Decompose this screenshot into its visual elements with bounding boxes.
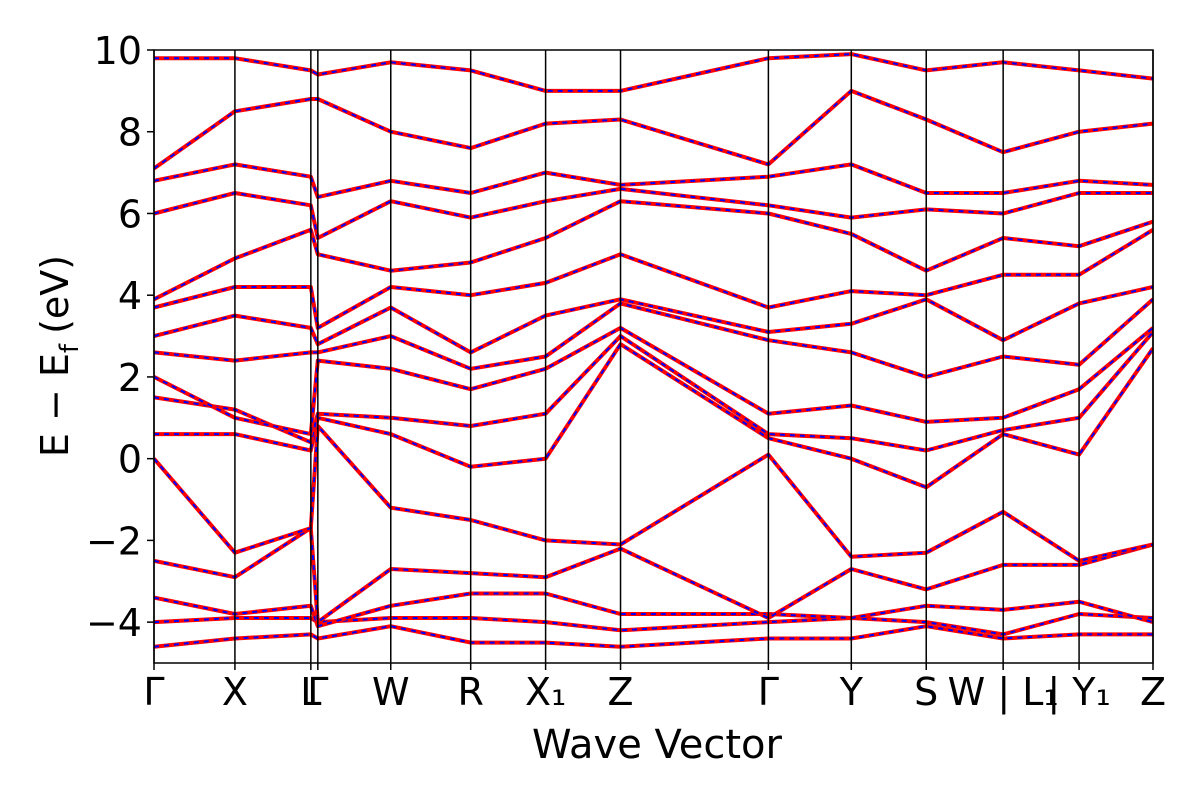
band-line-dashed [154, 298, 1153, 378]
x-tick-label: Γ [307, 670, 328, 714]
x-tick-label: Z [608, 670, 634, 714]
x-tick-label: S [914, 670, 938, 714]
x-tick-label: Γ [143, 670, 164, 714]
x-tick-label: | Y₁ [1047, 670, 1110, 715]
band-line-dashed [154, 342, 1153, 489]
band-line-dashed [154, 326, 1153, 436]
band-line-dashed [154, 423, 1153, 562]
band-line-dashed [154, 163, 1153, 199]
y-tick-label: 6 [118, 192, 142, 236]
y-tick-label: −4 [86, 601, 142, 645]
x-tick-label: X₁ [525, 670, 566, 714]
x-tick-label: Γ [758, 670, 779, 714]
x-tick-label: W | L₁ [948, 670, 1059, 715]
y-tick-label: 2 [118, 356, 142, 400]
band-line-dashed [154, 200, 1153, 301]
band-line-dashed [154, 286, 1153, 354]
y-tick-label: 4 [118, 274, 142, 318]
band-line-dashed [154, 612, 1153, 636]
band-line-dashed [154, 625, 1153, 648]
x-tick-label: Z [1140, 670, 1166, 714]
y-tick-label: 10 [94, 29, 142, 73]
y-label-unit: (eV) [33, 255, 77, 334]
band-line [154, 52, 1153, 93]
y-label-sub: f [55, 343, 85, 353]
x-tick-label: L [300, 670, 321, 714]
x-tick-label: W [372, 670, 410, 714]
band-line-dashed [154, 228, 1153, 330]
plot-frame [153, 49, 1154, 664]
x-tick-label: R [457, 670, 483, 714]
band-line-dashed [154, 592, 1153, 628]
band-line-dashed [154, 526, 1153, 624]
y-tick-label: 0 [118, 438, 142, 482]
x-tick-label: X [222, 670, 248, 714]
band-line-dashed [154, 89, 1153, 170]
y-tick-label: 8 [118, 111, 142, 155]
band-line-dashed [154, 331, 1153, 452]
y-axis-label: E − Ef (eV) [33, 255, 85, 457]
y-label-main: E − E [33, 353, 77, 457]
band-line-dashed [154, 187, 1153, 240]
bands [154, 52, 1153, 649]
y-tick-label: −2 [86, 519, 142, 563]
x-axis-label: Wave Vector [532, 722, 783, 768]
x-tick-label: Y [839, 670, 864, 714]
